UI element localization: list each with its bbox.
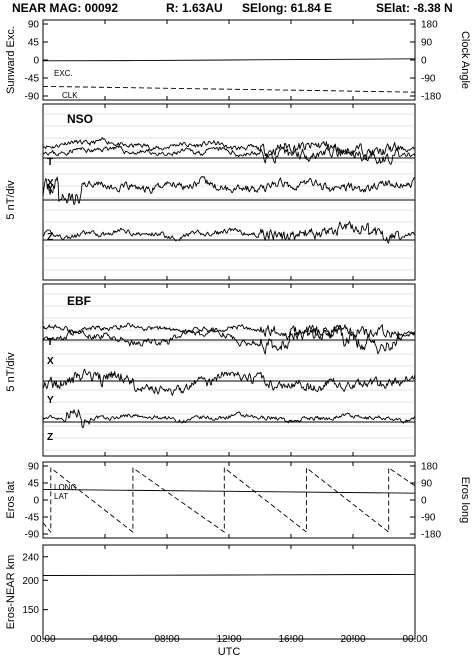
series-clk-line — [42, 85, 416, 93]
ylabel-ebf: 5 nT/div — [5, 352, 17, 392]
ytick-left-label: 90 — [28, 20, 40, 31]
xtick-label: 20:00 — [340, 634, 365, 645]
title-selong: SElong: 61.84 E — [242, 1, 332, 15]
panel-sunward-clock: 90 45 0 -45 -90 180 90 0 -90 -180 Sunward Exc. Cl… — [5, 19, 471, 103]
ytick-left-label: 0 — [33, 496, 39, 507]
ytick-label: 150 — [22, 605, 39, 616]
ytick-right-label: -90 — [421, 513, 436, 524]
title-selat: SElat: -8.38 N — [376, 1, 453, 15]
xtick-label: 08:00 — [154, 634, 179, 645]
ytick-label: 240 — [22, 552, 39, 563]
title-range: R: 1.63AU — [166, 1, 223, 15]
series-exc-line — [42, 58, 416, 62]
ytick-left-label: 45 — [28, 38, 40, 49]
xtick-label: 04:00 — [92, 634, 117, 645]
nso-label-z: Z — [47, 232, 53, 243]
ytick-left-label: 45 — [28, 479, 40, 490]
panel-ebf-label: EBF — [67, 294, 91, 308]
series-lat-line — [42, 488, 416, 494]
ebf-trace-y — [42, 368, 416, 396]
series-long-line — [42, 467, 416, 533]
ytick-left-label: 90 — [28, 462, 40, 473]
ebf-trace-z — [42, 409, 416, 429]
ebf-label-y: Y — [47, 395, 54, 406]
xtick-label: 12:00 — [216, 634, 241, 645]
ytick-label: 200 — [22, 576, 39, 587]
xtick-label: 16:00 — [278, 634, 303, 645]
nso-trace-z — [42, 221, 416, 244]
legend-exc: EXC. — [54, 69, 73, 78]
ytick-right-label: 0 — [421, 496, 427, 507]
panel-eros-near: 240 200 150 Eros-NEAR km 00:00 04:00 08:00 12… — [5, 544, 428, 656]
nso-label-t: T — [47, 157, 53, 168]
ylabel-sunward: Sunward Exc. — [5, 26, 17, 94]
ebf-trace-x — [42, 324, 416, 355]
panel-eros-near-frame — [42, 544, 416, 640]
ytick-right-label: -180 — [421, 530, 441, 541]
legend-lat: LAT — [54, 492, 68, 501]
panel-ebf-frame — [42, 283, 416, 457]
ytick-right-label: 90 — [421, 479, 433, 490]
ebf-trace-t — [42, 322, 416, 341]
ytick-right-label: 180 — [421, 462, 438, 473]
ytick-left-label: -90 — [25, 92, 40, 103]
panel-nso-label: NSO — [67, 112, 93, 126]
ytick-left-label: 0 — [33, 56, 39, 67]
panel-eros-frame — [42, 461, 416, 539]
legend-long: LONG — [54, 483, 77, 492]
ylabel-nso: 5 nT/div — [5, 180, 17, 220]
nso-trace-x — [42, 143, 416, 165]
ytick-left-label: -45 — [25, 74, 40, 85]
ytick-right-label: 90 — [421, 38, 433, 49]
title-mission: NEAR MAG: 00092 — [12, 1, 118, 15]
nso-label-y: Y — [47, 183, 54, 194]
xtick-label: 00:00 — [402, 634, 427, 645]
ylabel-eros-long: Eros long — [459, 477, 471, 523]
ebf-label-z: Z — [47, 432, 53, 443]
ytick-left-label: -90 — [25, 530, 40, 541]
ytick-right-label: -180 — [421, 92, 441, 103]
ylabel-clock: Clock Angle — [459, 31, 471, 89]
nso-trace-t — [42, 137, 416, 160]
panel-eros-lat-long: 90 45 0 -45 -90 180 90 0 -90 -180 Eros lat Eros l… — [5, 461, 471, 541]
xtick-label: 00:00 — [30, 634, 55, 645]
panel-ebf: EBF T X Y Z 5 nT/div — [5, 283, 416, 457]
ylabel-eros-lat: Eros lat — [5, 481, 17, 518]
ebf-label-x: X — [47, 356, 54, 367]
ytick-left-label: -45 — [25, 513, 40, 524]
ytick-right-label: 180 — [421, 20, 438, 31]
ytick-right-label: -90 — [421, 74, 436, 85]
legend-clk: CLK — [62, 91, 78, 100]
xlabel-utc: UTC — [218, 646, 241, 656]
panel-nso-frame — [42, 103, 416, 281]
nso-trace-y — [42, 175, 416, 206]
ytick-right-label: 0 — [421, 56, 427, 67]
ylabel-eros-near: Eros-NEAR km — [5, 555, 17, 630]
ebf-label-t: T — [47, 337, 53, 348]
panel-nso: NSO T X Y Z 5 nT/div — [5, 103, 416, 281]
series-distance-line — [42, 573, 416, 576]
nso-label-x: X — [47, 178, 54, 189]
